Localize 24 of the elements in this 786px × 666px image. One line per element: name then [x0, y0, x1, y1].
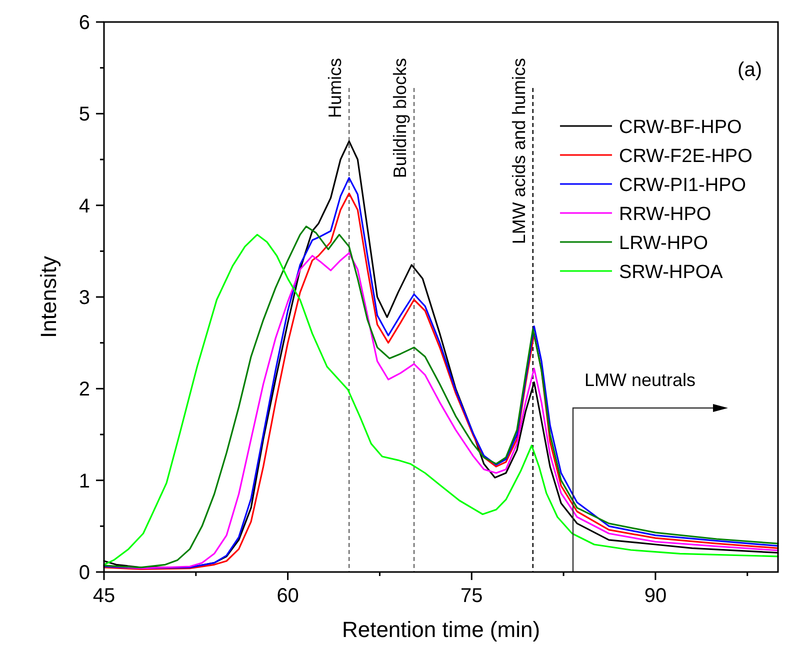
y-tick-label: 1 — [78, 470, 90, 492]
y-axis-title: Intensity — [36, 256, 61, 338]
legend-label: SRW-HPOA — [619, 262, 724, 283]
legend-label: RRW-HPO — [619, 204, 712, 225]
y-tick-label: 0 — [78, 562, 90, 584]
legend-label: CRW-BF-HPO — [619, 117, 742, 138]
x-tick-label: 75 — [460, 585, 483, 607]
legend-label: CRW-PI1-HPO — [619, 175, 746, 196]
legend-label: CRW-F2E-HPO — [619, 146, 752, 167]
annotation: (a) — [738, 59, 762, 81]
y-tick-label: 4 — [78, 195, 90, 218]
y-tick-label: 6 — [78, 12, 90, 34]
x-axis-title: Retention time (min) — [342, 617, 540, 642]
ref-line-label: Humics — [325, 58, 346, 118]
ref-line-label: Building blocks — [390, 58, 410, 178]
y-tick-label: 3 — [78, 287, 90, 309]
annotation: LMW neutrals — [584, 370, 696, 390]
legend-label: LRW-HPO — [619, 233, 708, 254]
x-tick-label: 45 — [92, 585, 116, 607]
y-tick-label: 5 — [78, 104, 90, 126]
x-tick-label: 90 — [644, 585, 667, 607]
ref-line-label: LMW acids and humics — [508, 58, 529, 244]
y-tick-label: 2 — [78, 378, 90, 401]
x-tick-label: 60 — [276, 585, 299, 607]
